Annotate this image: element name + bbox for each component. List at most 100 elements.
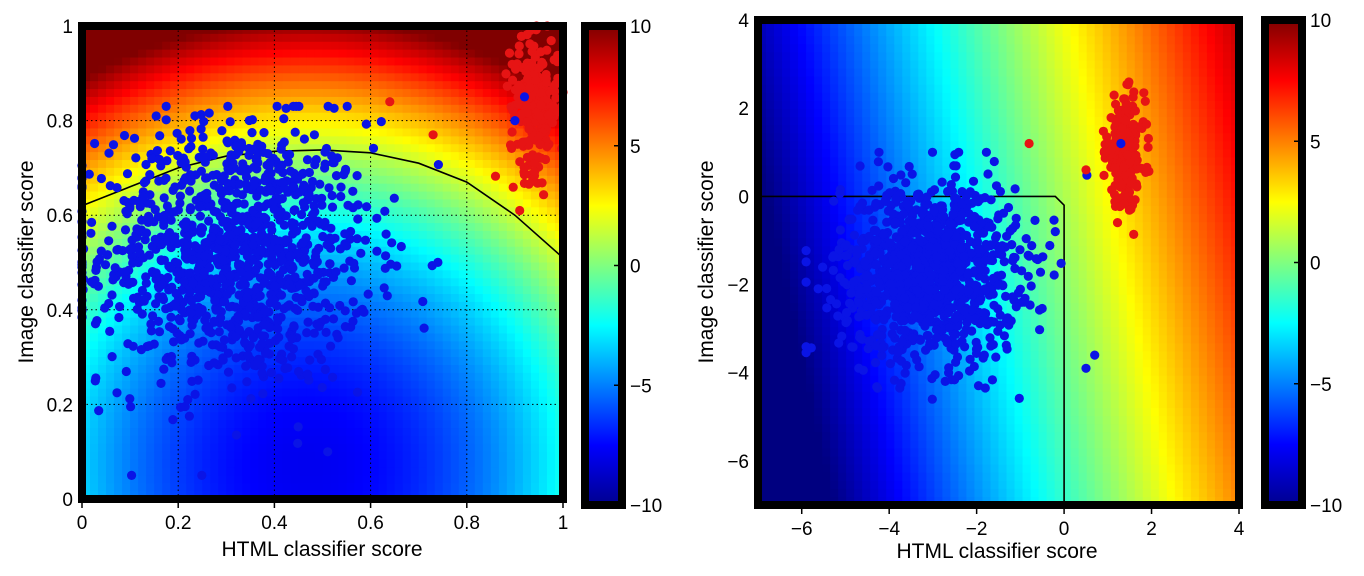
negative-point bbox=[200, 268, 209, 277]
heatmap-cell bbox=[483, 34, 492, 42]
heatmap-cell bbox=[202, 389, 211, 397]
heatmap-cell bbox=[106, 428, 115, 436]
heatmap-cell bbox=[114, 381, 123, 389]
heatmap-cell bbox=[130, 452, 139, 460]
heatmap-cell bbox=[435, 199, 444, 207]
heatmap-cell bbox=[403, 73, 412, 81]
heatmap-cell bbox=[379, 318, 388, 326]
heatmap-cell bbox=[395, 231, 404, 239]
heatmap-cell bbox=[226, 483, 235, 491]
negative-point bbox=[340, 229, 349, 238]
heatmap-cell bbox=[379, 34, 388, 42]
negative-point bbox=[258, 389, 267, 398]
negative-point bbox=[310, 160, 319, 169]
heatmap-cell bbox=[395, 397, 404, 405]
heatmap-cell bbox=[523, 286, 532, 294]
heatmap-cell bbox=[451, 389, 460, 397]
negative-point bbox=[158, 292, 167, 301]
heatmap-cell bbox=[258, 89, 267, 97]
heatmap-cell bbox=[499, 326, 508, 334]
negative-point bbox=[114, 313, 123, 322]
heatmap-cell bbox=[387, 136, 396, 144]
heatmap-cell bbox=[419, 412, 428, 420]
negative-point bbox=[157, 280, 166, 289]
heatmap-cell bbox=[411, 192, 420, 200]
heatmap-cell bbox=[395, 389, 404, 397]
heatmap-cell bbox=[547, 373, 556, 381]
heatmap-cell bbox=[234, 444, 243, 452]
heatmap-cell bbox=[411, 270, 420, 278]
heatmap-cell bbox=[306, 412, 315, 420]
heatmap-cell bbox=[379, 444, 388, 452]
heatmap-cell bbox=[298, 81, 307, 89]
heatmap-cell bbox=[282, 34, 291, 42]
heatmap-cell bbox=[258, 42, 267, 50]
heatmap-cell bbox=[210, 58, 219, 66]
heatmap-cell bbox=[202, 65, 211, 73]
heatmap-cell bbox=[98, 199, 107, 207]
heatmap-cell bbox=[427, 294, 436, 302]
heatmap-cell bbox=[226, 128, 235, 136]
heatmap-cell bbox=[467, 349, 476, 357]
heatmap-cell bbox=[258, 34, 267, 42]
heatmap-cell bbox=[234, 420, 243, 428]
heatmap-cell bbox=[347, 113, 356, 121]
heatmap-cell bbox=[202, 373, 211, 381]
heatmap-cell bbox=[451, 310, 460, 318]
heatmap-cell bbox=[427, 192, 436, 200]
heatmap-cell bbox=[515, 302, 524, 310]
heatmap-cell bbox=[387, 176, 396, 184]
heatmap-cell bbox=[170, 42, 179, 50]
negative-point bbox=[162, 102, 171, 111]
negative-point bbox=[105, 327, 114, 336]
negative-point bbox=[320, 218, 329, 227]
heatmap-cell bbox=[250, 475, 259, 483]
heatmap-cell bbox=[218, 452, 227, 460]
heatmap-cell bbox=[539, 255, 548, 263]
heatmap-cell bbox=[539, 475, 548, 483]
heatmap-cell bbox=[250, 452, 259, 460]
heatmap-cell bbox=[419, 349, 428, 357]
heatmap-cell bbox=[539, 294, 548, 302]
heatmap-cell bbox=[178, 121, 187, 129]
heatmap-cell bbox=[298, 34, 307, 42]
heatmap-cell bbox=[435, 270, 444, 278]
heatmap-cell bbox=[411, 452, 420, 460]
heatmap-cell bbox=[371, 263, 380, 271]
negative-point bbox=[109, 140, 118, 149]
heatmap-cell bbox=[339, 483, 348, 491]
heatmap-cell bbox=[403, 58, 412, 66]
heatmap-cell bbox=[290, 81, 299, 89]
heatmap-cell bbox=[355, 428, 364, 436]
heatmap-cell bbox=[170, 58, 179, 66]
heatmap-cell bbox=[539, 223, 548, 231]
heatmap-cell bbox=[435, 278, 444, 286]
heatmap-cell bbox=[387, 144, 396, 152]
heatmap-cell bbox=[515, 341, 524, 349]
heatmap-cell bbox=[210, 50, 219, 58]
heatmap-cell bbox=[298, 58, 307, 66]
heatmap-cell bbox=[355, 128, 364, 136]
heatmap-cell bbox=[186, 467, 195, 475]
heatmap-cell bbox=[122, 105, 131, 113]
heatmap-cell bbox=[242, 467, 251, 475]
heatmap-cell bbox=[411, 294, 420, 302]
heatmap-cell bbox=[331, 397, 340, 405]
negative-point bbox=[293, 439, 302, 448]
negative-point bbox=[298, 238, 307, 247]
heatmap-cell bbox=[106, 89, 115, 97]
heatmap-cell bbox=[106, 467, 115, 475]
negative-point bbox=[287, 352, 296, 361]
negative-point bbox=[232, 430, 241, 439]
heatmap-cell bbox=[411, 144, 420, 152]
heatmap-cell bbox=[483, 467, 492, 475]
heatmap-cell bbox=[186, 73, 195, 81]
negative-point bbox=[308, 302, 317, 311]
heatmap-cell bbox=[419, 452, 428, 460]
heatmap-cell bbox=[539, 286, 548, 294]
heatmap-cell bbox=[347, 404, 356, 412]
heatmap-cell bbox=[443, 136, 452, 144]
heatmap-cell bbox=[499, 278, 508, 286]
heatmap-cell bbox=[266, 50, 275, 58]
heatmap-cell bbox=[250, 420, 259, 428]
